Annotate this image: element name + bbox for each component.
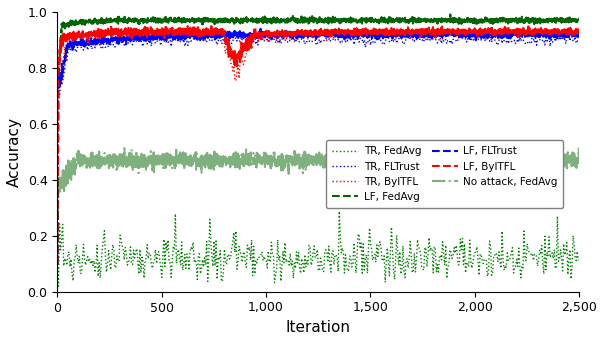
LF, FLTrust [576,35,583,39]
LF, FLTrust [520,32,527,37]
TR, FedAvg [302,265,309,269]
TR, FedAvg [564,273,571,277]
LF, FLTrust [54,262,61,266]
TR, FLTrust [574,36,582,40]
No attack, FedAvg [256,154,263,158]
TR, ByITFL [302,34,309,38]
TR, ByITFL [574,29,582,34]
LF, FLTrust [345,33,352,37]
LF, ByITFL [54,262,61,266]
Line: TR, ByITFL: TR, ByITFL [57,28,578,264]
TR, FLTrust [481,36,488,40]
LF, FLTrust [479,34,486,38]
TR, FLTrust [500,30,507,34]
TR, FLTrust [304,38,312,42]
LF, ByITFL [256,30,263,35]
Line: TR, FLTrust: TR, FLTrust [57,32,578,264]
LF, FedAvg [447,12,454,16]
TR, FedAvg [366,226,373,230]
LF, ByITFL [345,29,352,33]
TR, ByITFL [563,33,570,37]
No attack, FedAvg [54,262,61,266]
No attack, FedAvg [500,159,507,163]
TR, ByITFL [54,262,61,266]
No attack, FedAvg [385,143,393,147]
No attack, FedAvg [520,158,527,162]
TR, FedAvg [336,209,343,213]
Line: LF, FedAvg: LF, FedAvg [57,14,579,264]
Line: No attack, FedAvg: No attack, FedAvg [57,145,579,264]
TR, FLTrust [336,38,343,42]
X-axis label: Iteration: Iteration [286,320,351,335]
LF, ByITFL [65,31,72,36]
TR, FLTrust [54,262,61,266]
LF, FedAvg [256,19,263,23]
TR, ByITFL [482,35,489,39]
LF, ByITFL [520,30,527,34]
Y-axis label: Accuracy: Accuracy [7,117,22,187]
LF, ByITFL [208,24,215,28]
TR, FLTrust [563,35,570,39]
LF, FedAvg [54,262,61,266]
LF, FedAvg [65,23,72,27]
LF, FedAvg [576,18,583,22]
LF, FLTrust [65,41,72,45]
LF, FLTrust [257,27,264,31]
LF, FLTrust [256,33,263,37]
Line: LF, FLTrust: LF, FLTrust [57,29,579,264]
LF, FedAvg [500,19,507,23]
TR, ByITFL [336,30,344,34]
TR, FLTrust [364,39,371,43]
TR, ByITFL [365,31,372,36]
LF, FedAvg [520,20,527,24]
LF, ByITFL [479,31,486,36]
TR, FedAvg [483,259,490,263]
TR, FedAvg [55,284,62,288]
No attack, FedAvg [576,157,583,161]
LF, ByITFL [576,29,583,34]
Line: TR, FedAvg: TR, FedAvg [57,211,578,286]
No attack, FedAvg [65,169,72,173]
LF, FedAvg [345,17,352,21]
Legend: TR, FedAvg, TR, FLTrust, TR, ByITFL, LF, FedAvg, LF, FLTrust, LF, ByITFL, No att: TR, FedAvg, TR, FLTrust, TR, ByITFL, LF,… [326,140,564,208]
TR, FedAvg [574,259,582,263]
TR, FLTrust [301,42,309,46]
Line: LF, ByITFL: LF, ByITFL [57,26,579,264]
LF, FLTrust [500,35,507,39]
LF, ByITFL [500,30,507,35]
TR, ByITFL [114,26,121,30]
TR, FedAvg [306,243,313,247]
LF, FedAvg [479,19,486,24]
TR, FedAvg [338,251,345,255]
No attack, FedAvg [479,158,486,162]
TR, FedAvg [54,239,61,243]
TR, ByITFL [306,34,313,38]
No attack, FedAvg [345,157,352,161]
